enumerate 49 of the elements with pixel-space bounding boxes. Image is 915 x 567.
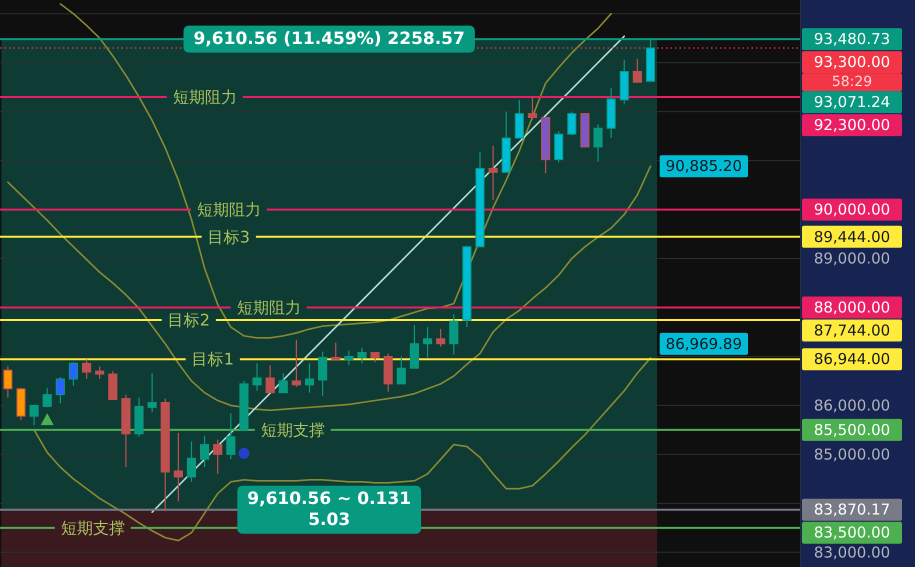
candlestick: [436, 328, 446, 348]
y-tick-label: 86,000.00: [814, 396, 890, 414]
y-tick-label: 85,000.00: [814, 445, 890, 464]
y-tick-label: 83,000.00: [814, 543, 890, 562]
y-tick-label: 89,000.00: [814, 250, 890, 268]
candlestick: [344, 350, 354, 366]
candlestick: [226, 412, 236, 460]
data-label: 90,885.20: [666, 157, 742, 176]
candlestick: [567, 111, 576, 136]
candlestick: [252, 362, 262, 392]
candlestick: [528, 96, 538, 120]
line-series: [7, 165, 652, 412]
text: 短期阻力 90,000.00: [196, 200, 890, 220]
candlestick: [95, 366, 104, 380]
candlestick: [370, 352, 380, 363]
candlestick: [213, 439, 222, 475]
band-label: 9,610.56 ~ 0.131 5.03: [247, 489, 412, 530]
candlestick: [30, 404, 39, 426]
ref-line-label: 93,300.00: [814, 53, 890, 72]
candlestick: [331, 342, 340, 360]
candlestick: [396, 356, 406, 384]
text: 93,071.24: [814, 93, 890, 112]
candlestick: [266, 364, 275, 394]
candlestick: [174, 432, 183, 502]
candlestick: [42, 387, 52, 408]
candlestick: [68, 362, 78, 386]
line-series: [60, 3, 612, 339]
candlestick: [304, 362, 314, 394]
candlestick: [186, 441, 196, 482]
candlestick: [632, 58, 642, 83]
candlestick: [200, 435, 210, 468]
ref-line-label: 83,870.17: [814, 500, 890, 519]
candlestick: [278, 372, 288, 394]
candlestick: [449, 314, 458, 356]
candlestick: [318, 350, 328, 396]
candlestick: [56, 376, 65, 404]
candlestick: [488, 145, 498, 200]
candlestick: [593, 124, 603, 162]
ref-line-label: 93,480.73: [814, 30, 890, 48]
candlestick: [357, 347, 367, 364]
candlestick: [422, 326, 432, 358]
text: 58:29: [832, 74, 872, 90]
candlestick: [82, 358, 92, 380]
band-label: 9,610.56 (11.459%) 2258.57: [194, 29, 465, 50]
text: 短期支撑 85,500.00: [260, 420, 890, 440]
candlestick: [3, 366, 12, 398]
text: 目标3 89,444.00: [208, 227, 890, 246]
candlestick: [148, 372, 157, 413]
candlestick: [292, 339, 301, 388]
